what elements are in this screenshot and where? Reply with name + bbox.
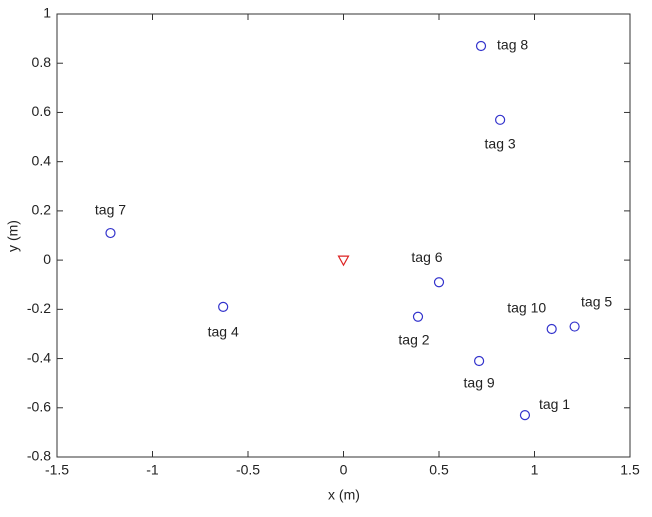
y-tick-label: 0.8 xyxy=(32,54,52,70)
point-label: tag 3 xyxy=(485,136,516,152)
y-tick-label: -0.4 xyxy=(27,349,51,365)
x-tick-label: 0 xyxy=(340,462,348,478)
point-label: tag 8 xyxy=(497,37,528,53)
x-tick-label: -0.5 xyxy=(236,462,260,478)
point-label: tag 1 xyxy=(539,396,570,412)
point xyxy=(546,323,557,335)
y-axis-label: y (m) xyxy=(5,220,21,252)
x-axis-label: x (m) xyxy=(328,487,360,503)
point xyxy=(433,277,445,288)
plot-box xyxy=(56,13,631,458)
point xyxy=(105,227,116,239)
x-tick-label: -1.5 xyxy=(45,462,69,478)
y-tick-label: 0.4 xyxy=(32,152,52,168)
y-tick-label: -0.8 xyxy=(27,448,51,464)
point-label: tag 5 xyxy=(581,293,612,309)
point xyxy=(569,321,580,332)
point xyxy=(474,355,485,367)
x-tick-label: 1 xyxy=(531,462,539,478)
x-tick-label: 0.5 xyxy=(429,462,449,478)
x-tick-label: 1.5 xyxy=(620,462,640,478)
point-label: tag 4 xyxy=(208,324,239,340)
point xyxy=(218,301,229,312)
point-label: tag 2 xyxy=(398,331,429,347)
point xyxy=(495,114,506,125)
y-tick-label: 0 xyxy=(43,251,51,267)
point-label: tag 9 xyxy=(464,375,495,391)
x-tick-label: -1 xyxy=(146,462,159,478)
y-tick-label: -0.6 xyxy=(27,398,51,414)
point xyxy=(475,40,487,52)
y-tick-label: 1 xyxy=(43,5,51,21)
y-tick-label: 0.6 xyxy=(32,103,52,119)
point-label: tag 7 xyxy=(95,202,126,218)
y-tick-label: 0.2 xyxy=(32,202,52,218)
point-label: tag 10 xyxy=(507,300,546,316)
point-label: tag 6 xyxy=(411,249,442,265)
point xyxy=(412,311,424,322)
point xyxy=(519,410,531,421)
point xyxy=(337,255,350,267)
y-tick-label: -0.2 xyxy=(27,300,51,316)
